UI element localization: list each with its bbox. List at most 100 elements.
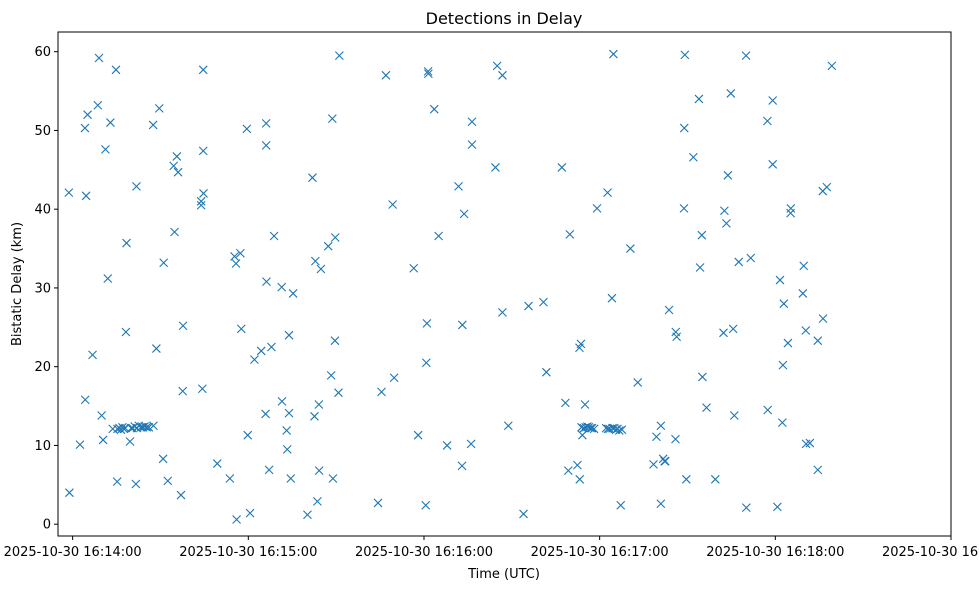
data-point-marker — [503, 421, 513, 431]
data-point-marker — [565, 229, 575, 239]
data-point-marker — [413, 430, 423, 440]
data-point-marker — [264, 465, 274, 475]
data-point-marker — [65, 488, 74, 498]
data-point-marker — [250, 355, 259, 364]
data-point-marker — [601, 423, 611, 433]
data-point-marker — [679, 123, 689, 133]
data-point-marker — [125, 437, 135, 446]
y-tick-label: 20 — [34, 360, 51, 375]
y-tick-label: 0 — [43, 518, 51, 533]
data-point-marker — [768, 159, 778, 169]
data-point-marker — [466, 439, 476, 449]
data-point-marker — [197, 384, 207, 394]
data-point-marker — [539, 297, 548, 307]
data-point-marker — [616, 500, 626, 510]
data-point-marker — [176, 490, 186, 500]
data-point-marker — [81, 191, 91, 201]
data-point-marker — [334, 51, 344, 61]
data-point-marker — [723, 170, 733, 180]
data-point-marker — [741, 51, 751, 61]
data-point-marker — [577, 430, 587, 440]
data-point-marker — [284, 408, 294, 418]
data-point-marker — [467, 117, 477, 127]
data-point-marker — [434, 231, 444, 241]
data-point-marker — [388, 200, 398, 209]
data-point-marker — [818, 314, 828, 324]
data-point-marker — [106, 118, 115, 127]
data-point-marker — [132, 181, 141, 191]
x-tick-label: 2025-10-30 16:18:00 — [706, 545, 844, 560]
data-point-marker — [587, 423, 597, 433]
data-point-marker — [94, 53, 104, 63]
data-point-marker — [262, 277, 271, 287]
data-point-marker — [261, 141, 271, 150]
data-point-marker — [786, 208, 795, 218]
data-point-marker — [557, 163, 567, 172]
x-tick-label: 2025-10-30 16:15:00 — [179, 545, 317, 560]
plot-markers — [64, 49, 837, 524]
x-tick-label: 2025-10-30 16:16:00 — [355, 545, 493, 560]
data-point-marker — [524, 301, 533, 311]
data-point-marker — [421, 500, 431, 510]
data-point-marker — [277, 282, 287, 292]
data-point-marker — [314, 466, 324, 476]
data-point-marker — [763, 116, 772, 126]
data-point-marker — [314, 400, 324, 409]
data-point-marker — [649, 459, 658, 469]
data-point-marker — [671, 434, 680, 444]
data-point-marker — [101, 144, 110, 154]
data-point-marker — [697, 230, 707, 240]
data-point-marker — [97, 411, 107, 420]
data-point-marker — [196, 196, 206, 206]
data-point-marker — [422, 318, 432, 328]
data-point-marker — [236, 248, 245, 258]
data-point-marker — [121, 327, 131, 337]
y-axis-label: Bistatic Delay (km) — [10, 222, 25, 346]
data-point-marker — [243, 430, 253, 440]
data-point-marker — [563, 466, 573, 476]
data-point-marker — [454, 181, 463, 191]
data-point-marker — [230, 252, 239, 261]
data-point-marker — [519, 509, 528, 519]
data-point-marker — [492, 61, 502, 71]
data-point-marker — [282, 444, 292, 454]
plot-frame — [57, 31, 952, 537]
data-point-marker — [111, 65, 121, 75]
data-point-marker — [303, 510, 312, 520]
data-point-marker — [313, 496, 322, 506]
data-point-marker — [269, 231, 279, 241]
data-point-marker — [680, 50, 690, 60]
data-point-marker — [681, 474, 691, 484]
data-point-marker — [592, 204, 602, 213]
data-point-marker — [801, 326, 811, 335]
data-point-marker — [158, 454, 168, 464]
data-point-marker — [575, 474, 585, 484]
data-point-marker — [142, 422, 152, 432]
data-point-marker — [698, 372, 707, 382]
y-tick-label: 30 — [34, 281, 51, 296]
data-point-marker — [163, 476, 173, 486]
data-point-marker — [584, 422, 594, 432]
data-point-marker — [148, 120, 158, 130]
data-point-marker — [679, 204, 689, 213]
data-point-marker — [198, 146, 208, 156]
data-point-marker — [607, 293, 617, 303]
data-point-marker — [726, 89, 736, 98]
data-point-marker — [423, 66, 433, 76]
data-point-marker — [326, 370, 336, 380]
data-point-marker — [589, 424, 599, 434]
y-tick-label: 50 — [34, 124, 51, 139]
data-point-marker — [330, 336, 340, 346]
data-point-marker — [561, 398, 570, 408]
data-point-marker — [609, 49, 618, 59]
data-point-marker — [169, 161, 179, 171]
data-point-marker — [80, 123, 90, 133]
data-point-marker — [614, 426, 624, 435]
data-point-marker — [242, 124, 252, 134]
data-point-marker — [719, 206, 729, 216]
data-point-marker — [813, 465, 823, 475]
data-point-marker — [457, 320, 467, 330]
y-tick-label: 40 — [34, 203, 51, 218]
data-point-marker — [498, 307, 507, 317]
data-point-marker — [93, 100, 103, 110]
